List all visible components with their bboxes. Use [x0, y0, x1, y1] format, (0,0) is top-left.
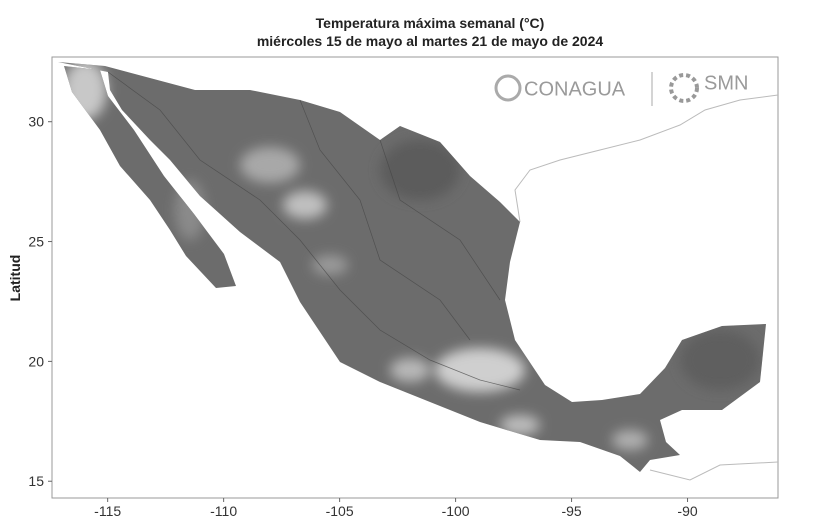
y-tick-label: 25: [28, 234, 44, 250]
y-tick-label: 20: [28, 353, 44, 369]
map-title: Temperatura máxima semanal (°C): [316, 15, 545, 31]
logo-text: SMN: [704, 72, 748, 94]
x-tick-label: -115: [94, 503, 121, 519]
y-tick-label: 15: [28, 473, 44, 489]
y-axis-label: Latitud: [7, 255, 23, 302]
conagua-icon: [494, 74, 522, 102]
map-subtitle: miércoles 15 de mayo al martes 21 de may…: [257, 33, 604, 49]
logo-text: CONAGUA: [524, 78, 626, 100]
state-borders: [107, 71, 521, 391]
coastline: [649, 461, 779, 481]
coastline: [514, 94, 779, 223]
x-tick-label: -100: [442, 503, 470, 519]
smn-icon: [669, 73, 699, 103]
x-tick-label: -105: [326, 503, 354, 519]
y-tick-label: 30: [28, 114, 44, 130]
x-tick-label: -110: [210, 503, 237, 519]
x-tick-label: -90: [677, 503, 697, 519]
x-tick-label: -95: [561, 503, 581, 519]
